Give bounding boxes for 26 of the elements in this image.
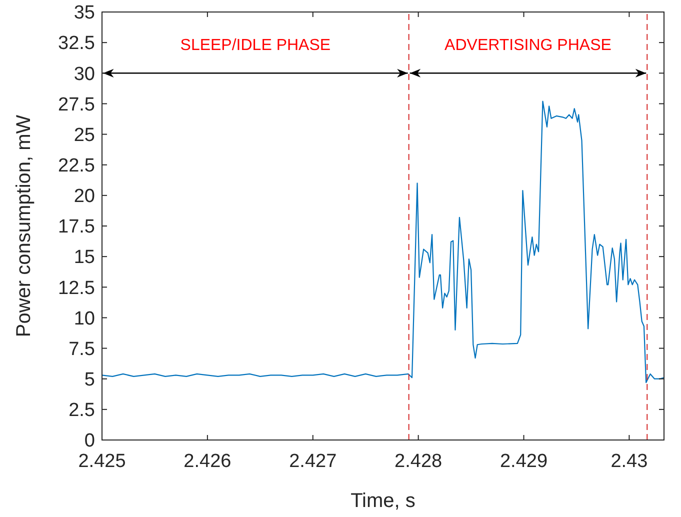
y-tick-label: 12.5 xyxy=(58,278,95,299)
y-tick-label: 35 xyxy=(74,2,95,24)
y-tick-label: 10 xyxy=(74,308,95,330)
y-tick-label: 27.5 xyxy=(58,94,95,116)
x-tick-label: 2.428 xyxy=(394,451,442,472)
x-axis-title: Time, s xyxy=(350,490,416,512)
x-tick-label: 2.43 xyxy=(610,451,648,472)
y-tick-label: 2.5 xyxy=(68,400,95,422)
y-tick-label: 30 xyxy=(74,64,95,85)
annotation: ADVERTISING PHASE xyxy=(444,37,612,54)
x-tick-label: 2.427 xyxy=(289,451,337,472)
y-tick-label: 0 xyxy=(84,430,95,452)
y-tick-label: 25 xyxy=(74,124,95,146)
y-tick-label: 5 xyxy=(84,370,95,391)
line-series xyxy=(101,100,665,384)
y-tick-label: 7.5 xyxy=(68,338,95,360)
y-tick-label: 32.5 xyxy=(58,33,95,54)
y-axis-title: Power consumption, mW xyxy=(13,114,35,338)
x-tick-label: 2.425 xyxy=(78,451,126,472)
annotation: SLEEP/IDLE PHASE xyxy=(180,37,331,54)
y-tick-label: 17.5 xyxy=(58,216,95,238)
y-tick-label: 15 xyxy=(74,247,95,268)
x-tick-label: 2.429 xyxy=(500,451,548,472)
x-tick-label: 2.426 xyxy=(184,451,232,472)
y-tick-label: 20 xyxy=(74,186,95,208)
y-tick-label: 22.5 xyxy=(58,156,95,177)
